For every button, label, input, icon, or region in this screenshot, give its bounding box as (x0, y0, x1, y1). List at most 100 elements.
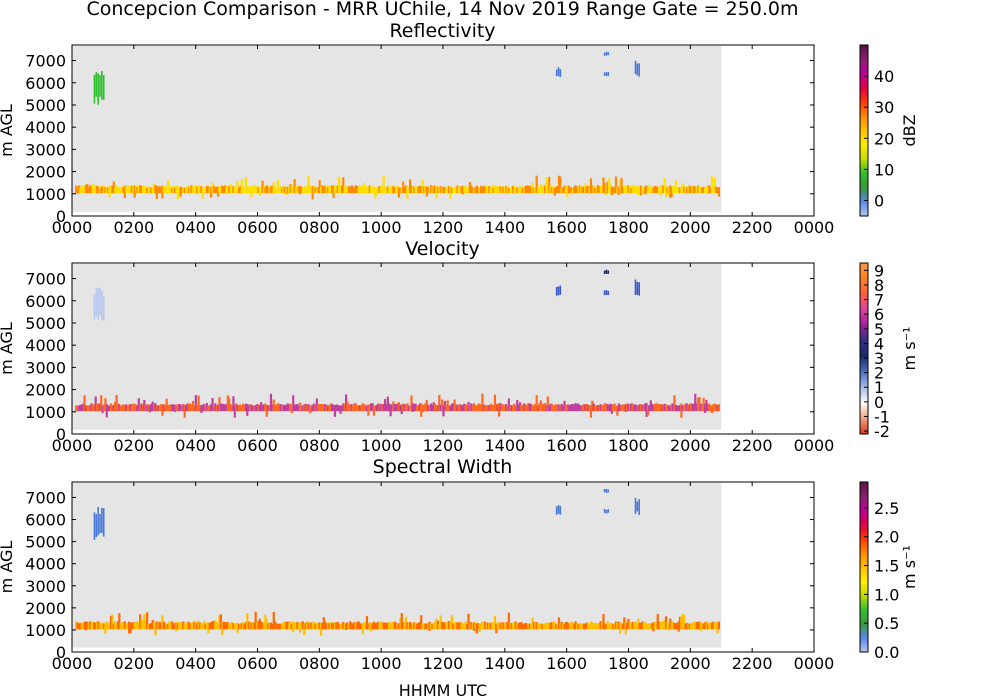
y-tick-label: 3000 (25, 358, 66, 377)
layer-column (105, 187, 108, 194)
layer-column (626, 185, 629, 194)
layer-column (123, 185, 126, 199)
layer-column (450, 615, 453, 630)
layer-column (166, 180, 170, 194)
layer-column (90, 621, 93, 630)
layer-column (346, 622, 349, 630)
data-extent-background (72, 483, 722, 648)
layer-column (427, 622, 430, 630)
layer-column (479, 623, 483, 630)
layer-column (653, 621, 657, 630)
layer-column (491, 621, 494, 630)
layer-column (431, 623, 434, 630)
layer-column (471, 187, 474, 194)
layer-column (532, 621, 536, 630)
y-tick-label: 4000 (25, 118, 66, 137)
layer-column (148, 623, 152, 630)
layer-column (648, 623, 651, 630)
layer-column (599, 404, 602, 412)
echo-streak (603, 72, 606, 76)
layer-column (89, 185, 92, 194)
layer-column (91, 183, 94, 194)
layer-column (386, 622, 389, 630)
layer-column (164, 185, 167, 194)
layer-column (681, 183, 684, 194)
layer-column (528, 623, 531, 630)
layer-column (499, 403, 502, 412)
layer-column (509, 404, 512, 412)
layer-column (594, 405, 597, 412)
layer-column (83, 621, 86, 630)
layer-column (620, 178, 623, 194)
layer-column (228, 398, 231, 412)
layer-column (706, 623, 709, 630)
panel-spectral-width: 0000 0200 0400 0600 0800 1000 1200 1400 1600 1800… (0, 481, 919, 673)
layer-column (681, 614, 684, 630)
echo-streak (559, 69, 562, 78)
layer-column (442, 186, 445, 194)
layer-column (87, 187, 90, 194)
layer-column (185, 623, 188, 630)
layer-column (77, 405, 81, 412)
layer-column (201, 404, 204, 412)
layer-column (637, 405, 640, 412)
layer-column (121, 186, 124, 194)
layer-column (411, 187, 414, 194)
layer-column (606, 404, 609, 412)
layer-column (296, 621, 299, 630)
colorbar-tick-label: 1.5 (874, 557, 899, 576)
layer-column (179, 621, 182, 630)
layer-column (534, 186, 537, 194)
layer-column (191, 186, 195, 194)
layer-column (690, 403, 693, 412)
layer-column (236, 622, 239, 633)
layer-column (97, 186, 100, 194)
layer-column (151, 186, 154, 194)
layer-column (429, 185, 433, 194)
layer-column (683, 186, 686, 194)
layer-column (87, 623, 90, 630)
layer-column (627, 403, 630, 412)
layer-column (623, 404, 626, 412)
layer-column (649, 400, 652, 412)
layer-column (299, 622, 302, 633)
x-tick-label: 1600 (546, 654, 587, 673)
layer-column (432, 622, 435, 630)
layer-column (616, 621, 619, 630)
layer-column (222, 403, 225, 412)
layer-column (310, 187, 313, 194)
layer-column (461, 185, 465, 195)
layer-column (254, 405, 257, 412)
layer-column (717, 621, 721, 630)
layer-column (546, 396, 549, 412)
layer-column (577, 623, 580, 630)
layer-column (667, 186, 670, 196)
echo-patch (93, 287, 105, 321)
layer-column (610, 186, 613, 196)
layer-column (144, 621, 147, 630)
layer-column (612, 186, 615, 194)
layer-column (340, 405, 344, 412)
layer-column (155, 185, 158, 199)
layer-column (311, 623, 314, 630)
layer-column (392, 621, 395, 630)
layer-column (296, 185, 299, 194)
layer-column (610, 404, 613, 414)
layer-column (329, 403, 332, 412)
y-tick-label: 0 (56, 425, 66, 444)
layer-column (338, 176, 341, 194)
layer-column (301, 187, 305, 194)
layer-column (83, 395, 86, 412)
x-tick-label: 0600 (237, 218, 278, 237)
layer-column (335, 622, 338, 630)
layer-column (79, 187, 82, 194)
layer-column (504, 185, 508, 194)
layer-column (500, 186, 504, 194)
layer-column (587, 404, 590, 412)
echo-streak (636, 501, 639, 512)
layer-column (450, 187, 453, 194)
layer-column (375, 187, 378, 196)
layer-column (286, 186, 289, 194)
layer-column (459, 186, 462, 194)
layer-column (360, 185, 363, 194)
